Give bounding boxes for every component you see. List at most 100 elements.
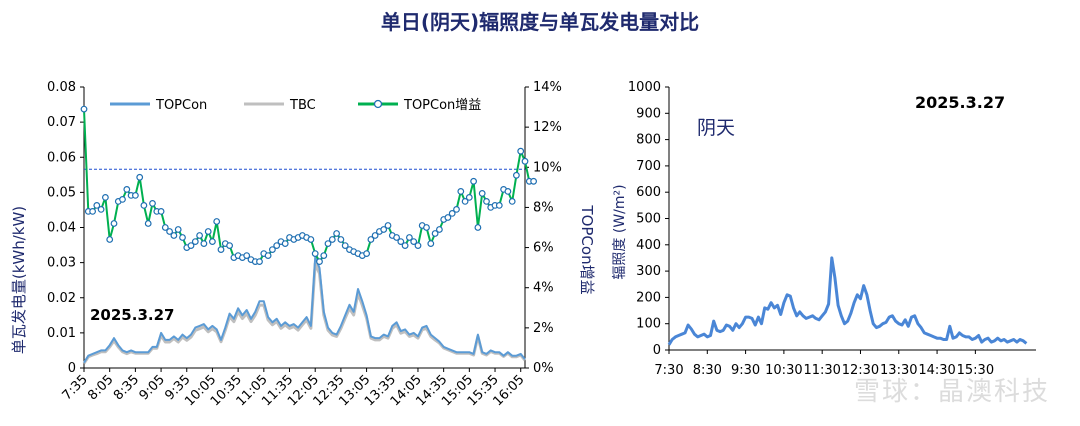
gain-point: [307, 236, 315, 243]
gain-point: [324, 240, 332, 248]
left-y-tick-label: 0.02: [47, 291, 76, 306]
left-chart: 0 0.01 0.02 0.03 0.04 0.05 0.06 0.07 0.08 0% 2% 4%…: [10, 80, 596, 409]
irradiance-x-tick-label: 7:30: [654, 363, 683, 378]
gain-point: [243, 252, 251, 260]
irradiance-y-tick-label: 800: [636, 133, 661, 148]
gain-point: [406, 234, 413, 241]
gain-point: [504, 187, 512, 195]
irradiance-x-tick-label: 12:30: [842, 363, 879, 378]
gain-point: [474, 224, 482, 231]
irradiance-y-tick-label: 900: [636, 106, 661, 121]
irradiance-x-tick-label: 9:30: [731, 363, 760, 378]
gain-point: [427, 240, 435, 248]
right-chart: 0 100 200 300 400 500 600 700 800 900 1000 7:30 8:3…: [612, 80, 1036, 378]
gain-point: [174, 226, 182, 233]
left-y-axis-title: 单瓦发电量(kWh/kW): [10, 206, 28, 354]
legend: TOPCon TBC TOPCon增益: [110, 98, 481, 113]
gain-point: [444, 214, 452, 221]
gain-point: [166, 228, 174, 235]
gain-point: [465, 193, 473, 201]
gain-point: [196, 232, 204, 239]
gain-point: [521, 157, 529, 165]
legend-label-gain: TOPCon增益: [403, 98, 481, 113]
gain-point: [457, 187, 465, 195]
irradiance-x-tick-label: 13:30: [880, 363, 917, 378]
irradiance-y-tick-label: 600: [636, 185, 661, 200]
irradiance-x-tick-label: 15:30: [957, 363, 994, 378]
left-date-label: 2025.3.27: [90, 306, 174, 324]
gain-point: [89, 207, 96, 215]
irradiance-y-tick-label: 400: [636, 238, 661, 253]
gain-point: [136, 173, 144, 181]
left-x-tick-label: 7:35: [60, 372, 91, 403]
gain-point: [179, 234, 186, 241]
gain-point: [478, 189, 486, 197]
gain-point: [423, 224, 430, 231]
gain-point: [311, 250, 319, 258]
left-y-tick-label: 0.07: [47, 115, 76, 130]
gain-point: [513, 171, 520, 179]
gain-point: [371, 232, 379, 239]
gain-point: [269, 246, 276, 254]
irradiance-weather-label: 阴天: [697, 117, 735, 139]
gain-point: [140, 201, 148, 209]
left-y-tick-label: 0: [68, 361, 76, 376]
gain-point: [273, 242, 281, 250]
irradiance-y-tick-label: 1000: [628, 80, 661, 95]
legend-label-tbc: TBC: [289, 98, 316, 113]
irradiance-y-tick-label: 200: [636, 290, 661, 305]
gain-point: [157, 207, 165, 215]
right-y-tick-label: 4%: [533, 281, 554, 296]
right-y-axis-title: TOPCon增益: [578, 204, 596, 294]
gain-point: [328, 236, 336, 243]
right-y-tick-label: 14%: [533, 80, 562, 95]
irradiance-y-tick-label: 0: [653, 343, 661, 358]
gain-point: [333, 230, 341, 237]
gain-point: [470, 177, 478, 185]
gain-point: [123, 185, 131, 193]
gain-point: [517, 147, 525, 155]
irradiance-y-axis-title: 辐照度 (W/m²): [612, 184, 628, 279]
gain-point: [380, 226, 388, 233]
gain-point: [453, 205, 460, 213]
gain-point: [110, 220, 118, 227]
irradiance-y-tick-label: 700: [636, 159, 661, 174]
gain-point: [431, 230, 439, 237]
irradiance-y-tick-label: 300: [636, 264, 661, 279]
irradiance-x-tick-label: 11:30: [803, 363, 840, 378]
gain-point: [93, 201, 101, 209]
left-x-tick-label: 9:05: [137, 372, 168, 403]
gain-point: [337, 236, 345, 243]
gain-point: [264, 252, 272, 260]
gain-point: [316, 258, 323, 266]
left-y-tick-label: 0.04: [47, 221, 76, 236]
gain-point: [170, 232, 178, 239]
gain-point: [106, 236, 114, 243]
gain-point: [397, 238, 405, 246]
gain-point: [200, 240, 208, 248]
right-y-tick-label: 2%: [533, 321, 554, 336]
left-y-tick-label: 0.05: [47, 185, 76, 200]
gain-point: [144, 220, 152, 227]
irradiance-x-tick-label: 8:30: [693, 363, 722, 378]
gain-point: [217, 246, 225, 254]
gain-point: [401, 242, 409, 250]
right-y-tick-label: 8%: [533, 200, 554, 215]
gain-point: [191, 238, 199, 246]
left-x-tick-label: 8:35: [111, 372, 142, 403]
gain-point: [495, 201, 503, 209]
gain-point: [80, 105, 88, 113]
left-y-tick-label: 0.03: [47, 256, 76, 271]
irradiance-x-tick-label: 14:30: [918, 363, 955, 378]
page-title: 单日(阴天)辐照度与单瓦发电量对比: [380, 10, 700, 34]
gain-point: [281, 240, 289, 248]
irradiance-y-tick-label: 100: [636, 317, 661, 332]
irradiance-x-tick-label: 10:30: [765, 363, 802, 378]
gain-point: [208, 238, 216, 246]
right-y-tick-label: 6%: [533, 241, 554, 256]
gain-point: [414, 242, 422, 250]
gain-point: [204, 228, 212, 235]
left-x-tick-label: 8:05: [85, 372, 116, 403]
gain-point: [97, 205, 105, 213]
